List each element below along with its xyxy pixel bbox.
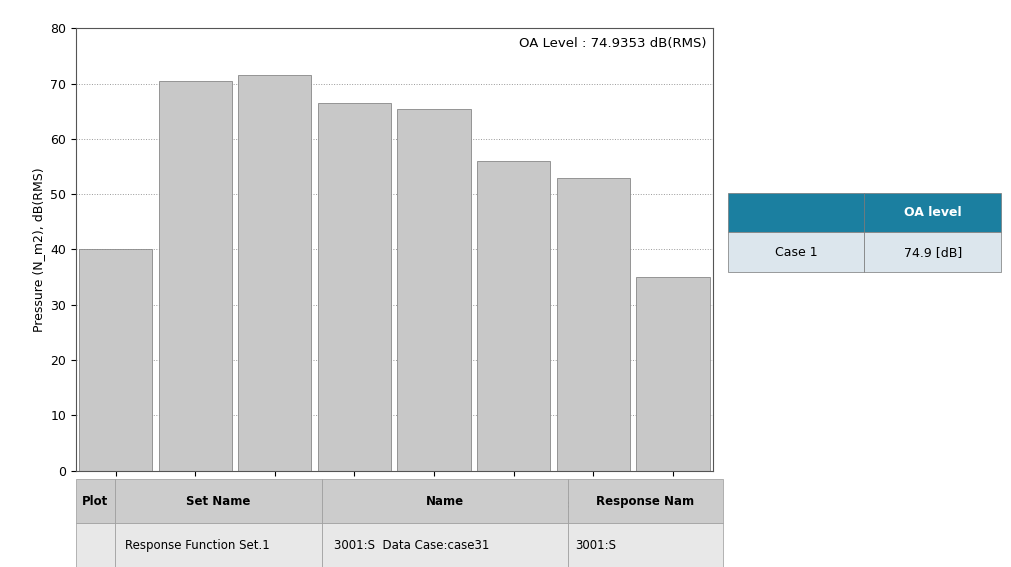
Bar [317, 103, 391, 471]
Y-axis label: Pressure (N_m2), dB(RMS): Pressure (N_m2), dB(RMS) [31, 167, 44, 332]
Bar [557, 177, 630, 471]
Bar [159, 81, 232, 471]
Text: OA Level : 74.9353 dB(RMS): OA Level : 74.9353 dB(RMS) [519, 37, 707, 50]
Bar [79, 249, 153, 471]
Bar [636, 277, 710, 471]
Bar [477, 161, 550, 471]
Bar [239, 75, 311, 471]
Bar [397, 108, 471, 471]
